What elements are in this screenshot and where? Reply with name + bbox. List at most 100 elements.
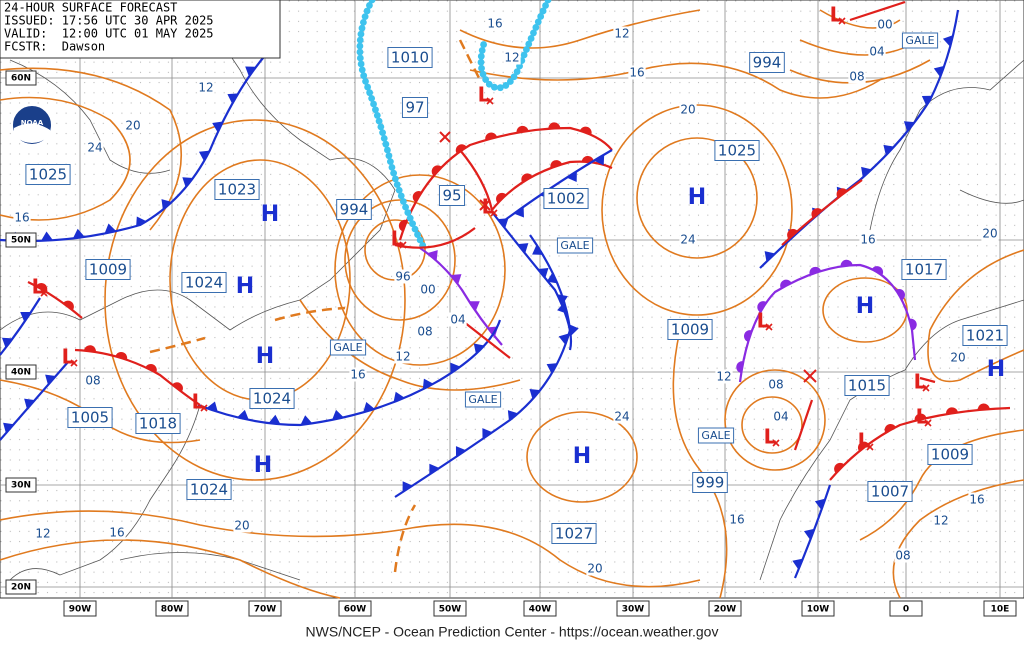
ice-dot xyxy=(406,214,414,222)
low-center: L xyxy=(764,425,777,449)
isobar-label: 24 xyxy=(614,410,629,424)
isobar xyxy=(672,329,728,599)
isobar-label: 12 xyxy=(504,51,519,65)
warm-front-symbol xyxy=(780,279,792,289)
label-box xyxy=(749,52,785,73)
header-line: 24-HOUR SURFACE FORECAST xyxy=(4,1,177,15)
cold-front-symbol xyxy=(206,401,218,412)
low-center: L xyxy=(757,309,770,333)
cold-front-symbol xyxy=(566,171,577,182)
isobar-label: 16 xyxy=(729,513,744,527)
isobar-label-bg xyxy=(848,69,866,84)
ice-dot xyxy=(416,236,424,244)
ice-dot xyxy=(404,209,412,217)
warm-front-symbol xyxy=(398,219,408,232)
isobar xyxy=(0,510,701,588)
ice-dot xyxy=(520,51,528,59)
label-box xyxy=(85,259,131,280)
ice-dot xyxy=(360,72,368,80)
isobar-label-bg xyxy=(613,26,631,41)
central-pressure: 994 xyxy=(340,201,369,219)
label-box xyxy=(329,339,367,356)
isobar-label: 24 xyxy=(87,141,102,155)
header-box: 24-HOUR SURFACE FORECAST ISSUED: 17:56 U… xyxy=(0,0,281,59)
isobar-label-bg xyxy=(868,44,886,59)
high-center: H xyxy=(261,202,279,227)
isobar-label: 16 xyxy=(860,233,875,247)
ice-dot xyxy=(368,94,376,102)
low-center: L xyxy=(192,390,205,414)
cold-front-symbol xyxy=(393,391,405,403)
warm-front-symbol xyxy=(809,266,822,275)
isobar-label: 20 xyxy=(950,351,965,365)
central-pressure: 95 xyxy=(442,187,461,205)
warm-front-symbol xyxy=(496,192,507,204)
cold-front-symbol xyxy=(764,251,776,262)
warm-front-symbol xyxy=(743,330,752,342)
cold-front-symbol xyxy=(40,231,53,241)
isobar-label-bg xyxy=(932,513,950,528)
isobar-label-bg xyxy=(586,561,604,576)
warm-front-symbol xyxy=(455,144,467,154)
lon-label-box xyxy=(708,600,742,617)
low-x xyxy=(200,404,208,412)
ice-dot xyxy=(390,169,398,177)
isobar-label-bg xyxy=(772,409,790,424)
front-line xyxy=(74,348,201,406)
isobar-label-bg xyxy=(394,349,412,364)
ice-dot xyxy=(384,146,391,154)
cold-front-symbol xyxy=(507,410,519,421)
lon-label-box xyxy=(523,600,557,617)
cold-front-symbol xyxy=(237,409,249,420)
isobar-label: 12 xyxy=(614,27,629,41)
logo-wave xyxy=(14,123,50,143)
front-line xyxy=(398,126,613,241)
label-box xyxy=(692,472,728,493)
ice-dot xyxy=(539,7,547,15)
isobar-label: 04 xyxy=(773,410,788,424)
low-center: L xyxy=(858,429,871,453)
ice-dot xyxy=(542,2,549,9)
fronts xyxy=(0,9,1011,579)
ice-dot xyxy=(510,73,518,81)
ice-dot xyxy=(482,76,490,83)
isobar xyxy=(334,174,506,366)
cold-front-symbol xyxy=(532,244,543,255)
isobar-label-bg xyxy=(86,140,104,155)
gale-warning: GALE xyxy=(468,393,497,406)
longitude-label: 0 xyxy=(903,605,909,615)
warm-front-symbol xyxy=(521,173,533,183)
isobar-label-bg xyxy=(728,512,746,527)
ice-dot xyxy=(534,18,542,26)
low-x xyxy=(772,439,780,447)
front-line xyxy=(829,406,1011,481)
lon-label-box xyxy=(889,600,923,617)
ice-dot xyxy=(370,100,377,108)
isobar-label: 00 xyxy=(420,283,435,297)
isobar-label: 08 xyxy=(768,378,783,392)
cold-front-symbol xyxy=(568,324,579,336)
central-pressure: 1025 xyxy=(718,142,756,160)
low-center: L xyxy=(391,227,404,251)
cold-front-symbol xyxy=(537,267,549,279)
ice-dot xyxy=(358,66,366,74)
isobar-label: 16 xyxy=(969,493,984,507)
cold-front-symbol xyxy=(422,378,434,390)
cold-front-symbol xyxy=(161,199,172,210)
cold-front-symbol xyxy=(72,228,85,239)
gale-warning: GALE xyxy=(333,341,362,354)
cold-front-symbol xyxy=(136,216,147,228)
isobar-label: 12 xyxy=(395,350,410,364)
central-pressure: 999 xyxy=(696,474,725,492)
front-line xyxy=(27,281,83,319)
label-box xyxy=(901,259,947,280)
label-box xyxy=(667,319,713,340)
warm-front-symbol xyxy=(977,403,990,411)
isobar-label-bg xyxy=(108,525,126,540)
coastline xyxy=(0,39,396,331)
high-center: H xyxy=(987,357,1005,382)
ice-dot xyxy=(480,41,487,48)
cold-front-symbol xyxy=(803,528,815,540)
ice-dot xyxy=(530,29,537,37)
warm-front-symbol xyxy=(115,351,128,360)
